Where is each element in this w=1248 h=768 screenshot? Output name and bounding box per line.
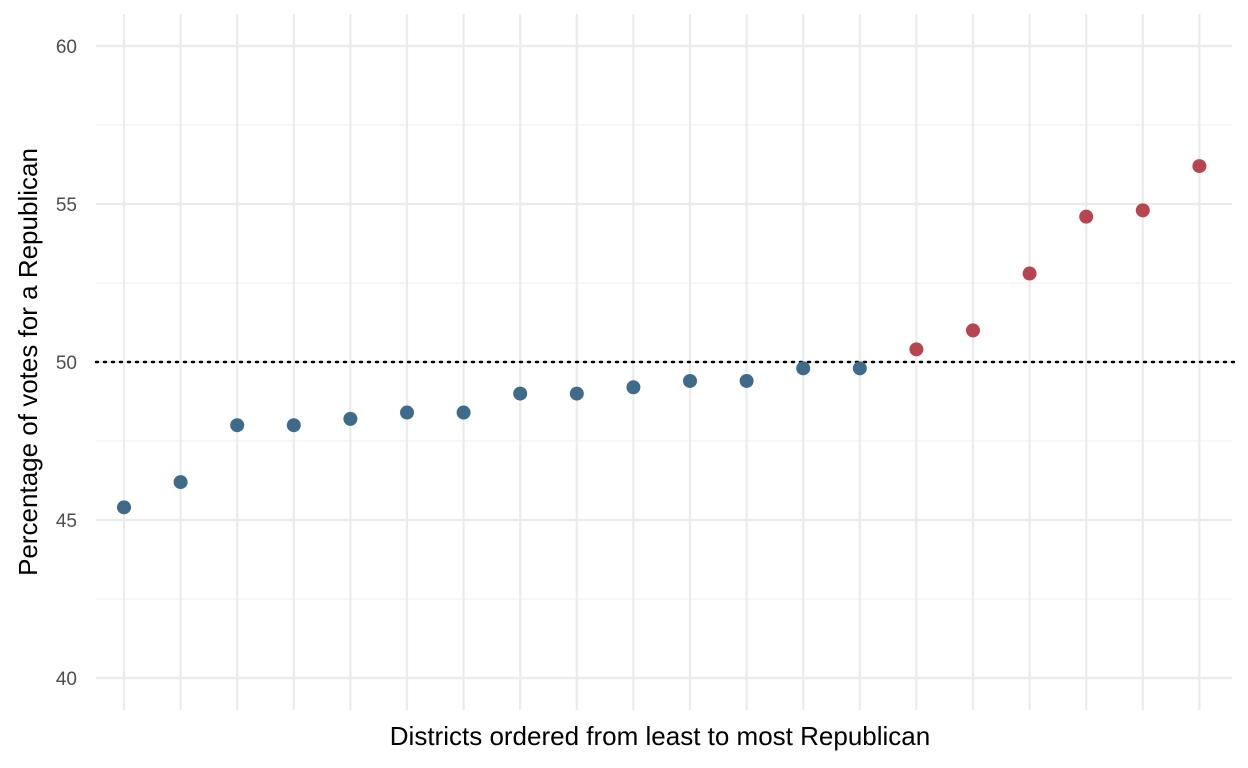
y-tick-label: 45 <box>56 511 77 532</box>
data-point <box>400 405 414 420</box>
data-point <box>1135 203 1150 218</box>
minor-gridlines <box>96 124 1232 600</box>
data-point <box>286 418 301 433</box>
data-point <box>683 373 697 388</box>
y-tick-label: 55 <box>56 195 77 216</box>
data-point <box>626 380 641 395</box>
data-point <box>343 411 358 426</box>
data-point <box>456 405 471 420</box>
data-point <box>1192 159 1207 174</box>
data-point <box>1079 209 1094 224</box>
data-point <box>852 361 867 376</box>
data-point <box>739 373 754 388</box>
data-point <box>966 323 980 338</box>
data-point <box>173 475 188 490</box>
data-point <box>1022 266 1037 281</box>
y-tick-label: 50 <box>56 353 77 374</box>
y-tick-label: 40 <box>56 669 77 690</box>
data-point <box>569 386 584 401</box>
data-points <box>117 159 1207 515</box>
data-point <box>117 500 131 515</box>
y-tick-labels: 40 45 50 55 60 <box>56 37 77 690</box>
data-point <box>909 342 924 357</box>
y-axis-title: Percentage of votes for a Republican <box>13 148 43 576</box>
x-axis-title: Districts ordered from least to most Rep… <box>390 721 930 751</box>
data-point <box>230 418 245 433</box>
data-point <box>796 361 811 376</box>
y-tick-label: 60 <box>56 37 77 58</box>
data-point <box>513 386 528 401</box>
